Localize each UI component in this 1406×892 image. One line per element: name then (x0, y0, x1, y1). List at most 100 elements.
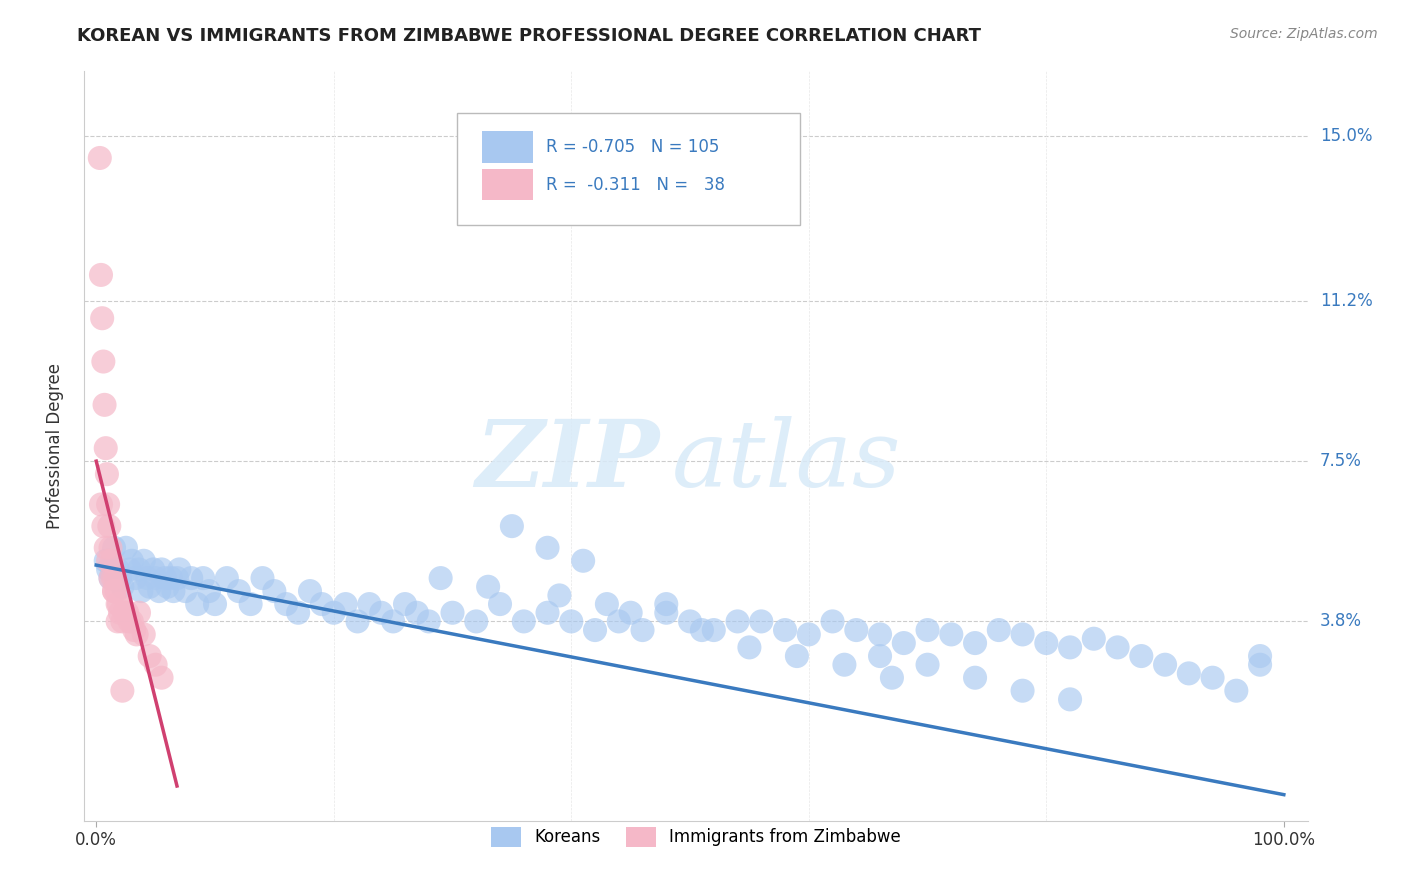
Point (111, 615, 134, 629)
Point (786, 648, 808, 663)
Point (132, 627, 155, 641)
FancyBboxPatch shape (482, 131, 533, 162)
Text: atlas: atlas (672, 416, 901, 506)
Point (90, 498, 112, 512)
Point (186, 597, 208, 611)
Point (880, 671, 903, 685)
Point (114, 606, 136, 620)
Point (103, 541, 125, 555)
Point (1035, 636, 1057, 650)
Point (797, 627, 820, 641)
Point (690, 623, 713, 637)
Point (821, 615, 844, 629)
Point (94, 441, 117, 455)
Point (941, 627, 963, 641)
Point (406, 606, 429, 620)
Point (174, 584, 197, 599)
Point (198, 584, 221, 599)
Point (477, 580, 499, 594)
Point (655, 606, 678, 620)
Point (97, 498, 120, 512)
Point (239, 597, 262, 611)
Point (1178, 666, 1201, 681)
Text: R =  -0.311   N =   38: R = -0.311 N = 38 (546, 176, 724, 194)
Point (204, 597, 226, 611)
Text: 11.2%: 11.2% (1320, 292, 1372, 310)
Point (501, 519, 523, 533)
Point (1059, 692, 1081, 706)
Point (560, 615, 582, 629)
Y-axis label: Professional Degree: Professional Degree (45, 363, 63, 529)
Point (513, 615, 536, 629)
Point (1225, 683, 1247, 698)
Point (311, 597, 333, 611)
Point (97, 562, 120, 576)
Point (536, 541, 558, 555)
Legend: Koreans, Immigrants from Zimbabwe: Koreans, Immigrants from Zimbabwe (485, 820, 907, 854)
Point (370, 606, 392, 620)
Point (101, 571, 124, 585)
Point (118, 562, 141, 576)
Point (773, 623, 796, 637)
Point (465, 615, 488, 629)
Point (1107, 640, 1129, 655)
Point (252, 571, 274, 585)
Point (191, 571, 214, 585)
Point (150, 562, 173, 576)
Point (727, 615, 749, 629)
Point (1201, 671, 1223, 685)
Point (124, 571, 146, 585)
Point (145, 571, 167, 585)
Point (429, 571, 451, 585)
Point (98, 519, 121, 533)
Point (128, 606, 150, 620)
Point (105, 584, 128, 599)
Point (97, 554, 120, 568)
Point (263, 584, 285, 599)
Point (536, 606, 558, 620)
Point (228, 584, 250, 599)
Point (100, 571, 122, 585)
Point (346, 615, 368, 629)
Point (145, 657, 167, 672)
Point (94, 541, 117, 555)
Point (917, 623, 939, 637)
Point (394, 597, 416, 611)
Point (107, 615, 129, 629)
Point (869, 627, 891, 641)
FancyBboxPatch shape (482, 169, 533, 200)
Point (917, 657, 939, 672)
Point (91, 311, 114, 326)
Point (100, 541, 122, 555)
Text: 7.5%: 7.5% (1320, 452, 1361, 470)
Point (834, 657, 856, 672)
Point (1011, 627, 1033, 641)
Point (150, 671, 173, 685)
Point (103, 584, 125, 599)
Point (132, 554, 155, 568)
Point (335, 597, 357, 611)
Point (655, 597, 678, 611)
Point (679, 615, 702, 629)
Point (111, 683, 134, 698)
Point (107, 562, 129, 576)
Point (963, 671, 986, 685)
Text: Source: ZipAtlas.com: Source: ZipAtlas.com (1230, 27, 1378, 41)
Point (121, 615, 143, 629)
Text: KOREAN VS IMMIGRANTS FROM ZIMBABWE PROFESSIONAL DEGREE CORRELATION CHART: KOREAN VS IMMIGRANTS FROM ZIMBABWE PROFE… (77, 27, 981, 45)
Point (869, 648, 891, 663)
Point (94, 554, 117, 568)
FancyBboxPatch shape (457, 112, 800, 225)
Point (703, 623, 725, 637)
Text: 3.8%: 3.8% (1320, 613, 1362, 631)
Point (607, 615, 630, 629)
Point (963, 636, 986, 650)
Point (1130, 648, 1153, 663)
Point (166, 571, 188, 585)
Point (1249, 657, 1271, 672)
Point (111, 580, 134, 594)
Point (93, 519, 115, 533)
Point (115, 606, 138, 620)
Point (96, 467, 118, 482)
Point (122, 623, 145, 637)
